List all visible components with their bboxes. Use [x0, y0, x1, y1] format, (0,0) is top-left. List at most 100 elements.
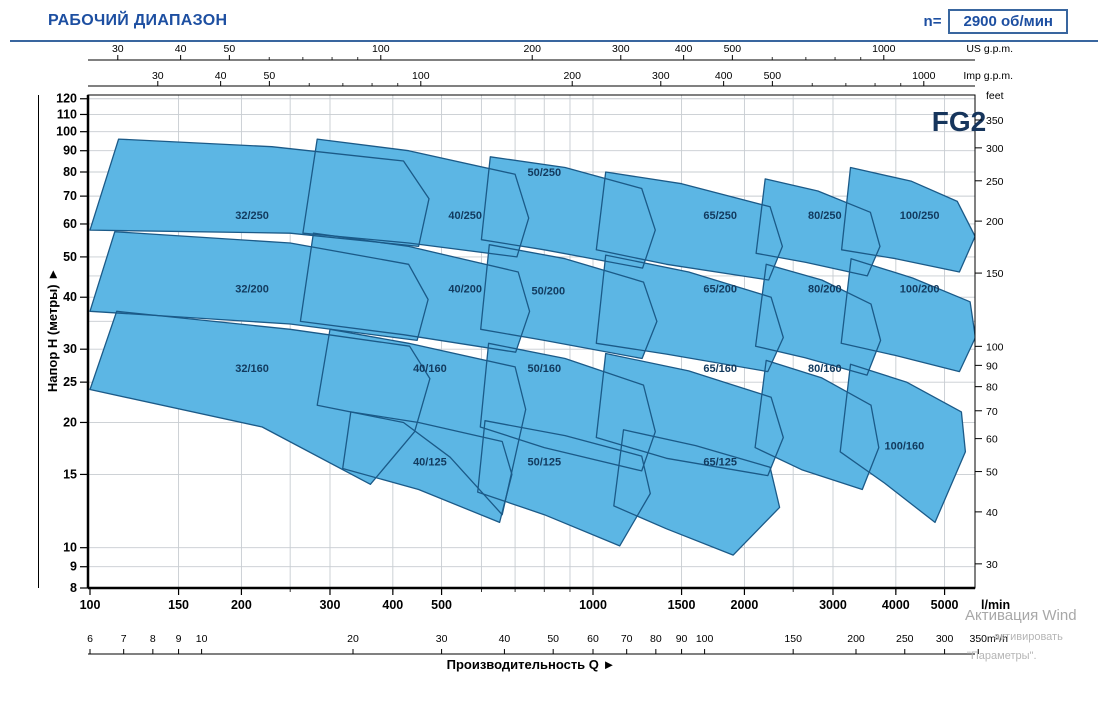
watermark-line-3: "Параметры". [967, 650, 1037, 662]
pump-region-outline [755, 178, 881, 277]
lmin-tick-label: 200 [231, 598, 252, 612]
meters-tick-label: 80 [63, 165, 77, 179]
pump-region-outline [840, 166, 975, 273]
meters-tick-label: 40 [63, 290, 77, 304]
imp-gpm-tick-label: 500 [764, 70, 782, 82]
meters-tick-label: 110 [57, 107, 77, 121]
feet-tick-label: 150 [986, 268, 1004, 280]
pump-region-outline [316, 328, 527, 516]
pump-region-fill [840, 364, 966, 523]
us-gpm-tick-label: 30 [112, 43, 124, 55]
pump-region-fill [755, 264, 881, 376]
lmin-tick-label: 2000 [731, 598, 759, 612]
pump-region-label: 32/160 [235, 363, 269, 375]
pump-region-label: 40/200 [448, 283, 482, 295]
feet-tick-label: 40 [986, 507, 998, 519]
meters-tick-label: 15 [63, 467, 77, 481]
meters-tick-label: 10 [63, 541, 77, 555]
m3h-tick-label: 150 [784, 633, 802, 645]
meters-tick-label: 20 [63, 415, 77, 429]
pump-region-label: 32/250 [235, 210, 269, 222]
feet-tick-label: 70 [986, 406, 998, 418]
pump-region-label: 65/125 [703, 457, 737, 469]
pump-region-outline [89, 138, 430, 248]
us-gpm-tick-label: 200 [523, 43, 541, 55]
m3h-tick-label: 30 [436, 633, 448, 645]
feet-tick-label: 90 [986, 360, 998, 372]
imp-gpm-tick-label: 50 [264, 70, 276, 82]
meters-tick-label: 90 [63, 144, 77, 158]
us-gpm-tick-label: 500 [724, 43, 742, 55]
pump-region-outline [595, 352, 784, 477]
us-gpm-tick-label: 50 [224, 43, 236, 55]
us-gpm-unit-label: US g.p.m. [966, 43, 1013, 55]
pump-region-outline [839, 363, 967, 524]
speed-value-box: 2900 об/мин [948, 9, 1068, 34]
us-gpm-tick-label: 1000 [872, 43, 896, 55]
pump-region-label: 65/250 [703, 210, 737, 222]
m3h-tick-label: 20 [347, 633, 359, 645]
meters-tick-label: 30 [63, 342, 77, 356]
imp-gpm-tick-label: 30 [152, 70, 164, 82]
feet-unit-label: feet [986, 90, 1004, 102]
pump-region-fill [480, 343, 656, 471]
m3h-tick-label: 100 [696, 633, 714, 645]
m3h-tick-label: 7 [121, 633, 127, 645]
imp-gpm-tick-label: 200 [563, 70, 581, 82]
m3h-tick-label: 40 [499, 633, 511, 645]
pump-region-label: 50/200 [531, 286, 565, 298]
imp-gpm-tick-label: 100 [412, 70, 430, 82]
pump-regions-fill [90, 139, 975, 556]
m3h-tick-label: 200 [847, 633, 865, 645]
pump-region-outline [89, 310, 431, 485]
lmin-tick-label: 150 [168, 598, 189, 612]
lmin-tick-label: 400 [382, 598, 403, 612]
pump-region-outline [302, 138, 530, 258]
pump-region-outline [754, 263, 882, 376]
pump-region-label: 80/160 [808, 363, 842, 375]
m3h-tick-label: 250 [896, 633, 914, 645]
pump-region-label: 65/160 [703, 363, 737, 375]
pump-region-label: 50/125 [527, 457, 561, 469]
lmin-tick-label: 4000 [882, 598, 910, 612]
pump-region-fill [90, 311, 430, 485]
pump-region-outline [595, 254, 784, 373]
lmin-tick-label: 5000 [931, 598, 959, 612]
meters-tick-label: 120 [56, 92, 77, 106]
m3h-tick-label: 6 [87, 633, 93, 645]
model-family-label: FG2 [932, 106, 986, 137]
feet-tick-label: 300 [986, 143, 1004, 155]
imp-gpm-tick-label: 40 [215, 70, 227, 82]
feet-tick-label: 80 [986, 382, 998, 394]
imp-gpm-tick-label: 1000 [912, 70, 936, 82]
pump-region-fill [90, 231, 429, 341]
pump-region-label: 100/200 [900, 283, 940, 295]
m3h-tick-label: 9 [176, 633, 182, 645]
lmin-tick-label: 100 [80, 598, 101, 612]
pump-region-outline [595, 171, 784, 281]
lmin-tick-label: 3000 [819, 598, 847, 612]
meters-tick-label: 9 [70, 560, 77, 574]
pump-region-label: 65/200 [703, 283, 737, 295]
feet-tick-label: 250 [986, 176, 1004, 188]
pump-region-label: 32/200 [235, 283, 269, 295]
m3h-tick-label: 8 [150, 633, 156, 645]
pump-region-fill [90, 139, 429, 247]
us-gpm-tick-label: 300 [612, 43, 630, 55]
pump-region-label: 40/160 [413, 363, 447, 375]
us-gpm-tick-label: 40 [175, 43, 187, 55]
us-gpm-tick-label: 400 [675, 43, 693, 55]
lmin-tick-label: 1500 [668, 598, 696, 612]
pump-region-outline [480, 156, 656, 269]
watermark-line-1: Активация Wind [965, 607, 1077, 624]
pump-region-outline [840, 258, 975, 373]
pump-region-outline [480, 244, 658, 360]
watermark-line-2: активировать [994, 631, 1063, 643]
pump-region-outline [89, 231, 429, 342]
pump-region-fill [481, 156, 656, 269]
m3h-tick-label: 70 [621, 633, 633, 645]
pump-region-outline [477, 420, 651, 547]
m3h-tick-label: 80 [650, 633, 662, 645]
